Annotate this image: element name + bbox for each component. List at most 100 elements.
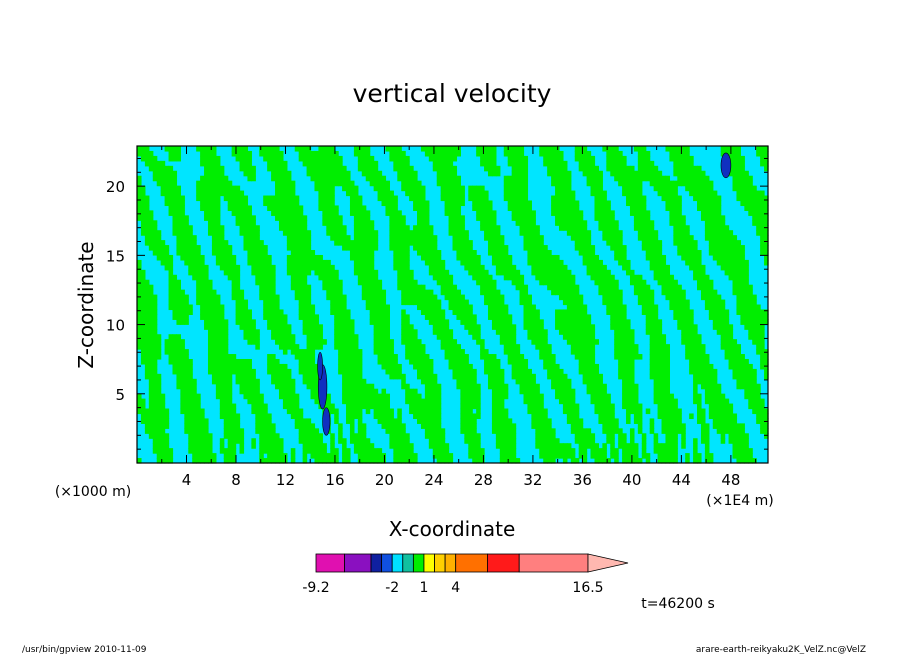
updraft-cell (349, 368, 355, 375)
updraft-cell (594, 373, 600, 380)
updraft-cell (156, 448, 162, 454)
updraft-cell (511, 373, 517, 380)
updraft-cell (633, 344, 639, 350)
updraft-cell (574, 220, 580, 226)
updraft-cell (188, 309, 193, 315)
updraft-cell (144, 210, 150, 216)
updraft-cell (476, 324, 481, 330)
updraft-cell (744, 200, 749, 207)
updraft-cell (685, 259, 690, 266)
updraft-cell (338, 289, 343, 296)
updraft-cell (724, 309, 730, 315)
updraft-cell (357, 438, 363, 444)
updraft-cell (148, 423, 154, 429)
updraft-cell (491, 373, 497, 380)
updraft-cell (436, 453, 442, 459)
updraft-cell (290, 284, 296, 291)
updraft-cell (338, 284, 343, 291)
updraft-cell (322, 200, 327, 207)
updraft-cell (278, 438, 284, 444)
updraft-cell (712, 190, 718, 197)
updraft-cell (626, 319, 631, 325)
updraft-cell (180, 309, 185, 315)
updraft-cell (633, 408, 639, 415)
updraft-cell (377, 309, 383, 315)
updraft-cell (484, 358, 489, 365)
updraft-cell (697, 250, 702, 256)
updraft-cell (278, 443, 284, 449)
updraft-cell (491, 259, 497, 266)
updraft-cell (346, 418, 351, 424)
updraft-cell (752, 393, 757, 400)
updraft-cell (223, 363, 229, 370)
updraft-cell (673, 284, 678, 291)
updraft-cell (511, 324, 517, 330)
updraft-cell (326, 279, 331, 286)
updraft-cell (764, 195, 769, 202)
updraft-cell (653, 368, 659, 375)
updraft-cell (342, 358, 347, 365)
updraft-cell (188, 433, 193, 439)
updraft-cell (204, 443, 209, 449)
updraft-cell (420, 245, 426, 251)
updraft-cell (535, 408, 540, 415)
updraft-cell (255, 428, 260, 434)
updraft-cell (436, 448, 442, 454)
updraft-cell (172, 363, 178, 370)
updraft-cell (160, 438, 166, 444)
updraft-cell (712, 309, 718, 315)
updraft-cell (566, 403, 572, 410)
updraft-cell (420, 408, 426, 415)
updraft-cell (681, 225, 686, 231)
updraft-cell (566, 190, 572, 197)
updraft-cell (211, 235, 217, 241)
updraft-cell (562, 383, 568, 390)
updraft-cell (716, 245, 722, 251)
updraft-cell (160, 428, 166, 434)
updraft-cell (192, 433, 197, 439)
updraft-cell (251, 225, 256, 231)
updraft-cell (464, 373, 469, 380)
updraft-cell (432, 324, 438, 330)
updraft-cell (657, 269, 663, 276)
updraft-cell (519, 368, 525, 375)
updraft-cell (231, 210, 237, 216)
updraft-cell (164, 408, 170, 415)
updraft-cell (255, 274, 260, 281)
updraft-cell (267, 259, 272, 266)
updraft-cell (752, 190, 757, 197)
updraft-cell (618, 250, 623, 256)
updraft-cell (499, 240, 505, 246)
updraft-cell (539, 329, 544, 335)
updraft-cell (160, 408, 166, 415)
updraft-cell (468, 314, 473, 320)
updraft-cell (306, 428, 312, 434)
updraft-cell (712, 299, 718, 306)
updraft-cell (397, 269, 402, 276)
updraft-cell (495, 309, 501, 315)
updraft-cell (740, 250, 745, 256)
updraft-cell (215, 200, 221, 207)
updraft-cell (140, 334, 146, 340)
updraft-cell (271, 294, 276, 301)
updraft-cell (689, 349, 694, 355)
updraft-cell (586, 235, 592, 241)
updraft-cell (708, 309, 714, 315)
updraft-cell (693, 339, 698, 345)
updraft-cell (413, 185, 418, 192)
updraft-cell (172, 354, 178, 360)
updraft-cell (267, 200, 272, 207)
updraft-cell (420, 304, 426, 311)
updraft-cell (527, 220, 532, 226)
updraft-cell (495, 383, 501, 390)
updraft-cell (180, 383, 185, 390)
updraft-cell (219, 190, 225, 197)
updraft-cell (487, 363, 493, 370)
updraft-cell (440, 443, 446, 449)
updraft-cell (239, 304, 245, 311)
updraft-cell (716, 220, 722, 226)
updraft-cell (349, 245, 355, 251)
updraft-cell (148, 368, 154, 375)
updraft-cell (661, 423, 667, 429)
updraft-cell (602, 453, 607, 459)
